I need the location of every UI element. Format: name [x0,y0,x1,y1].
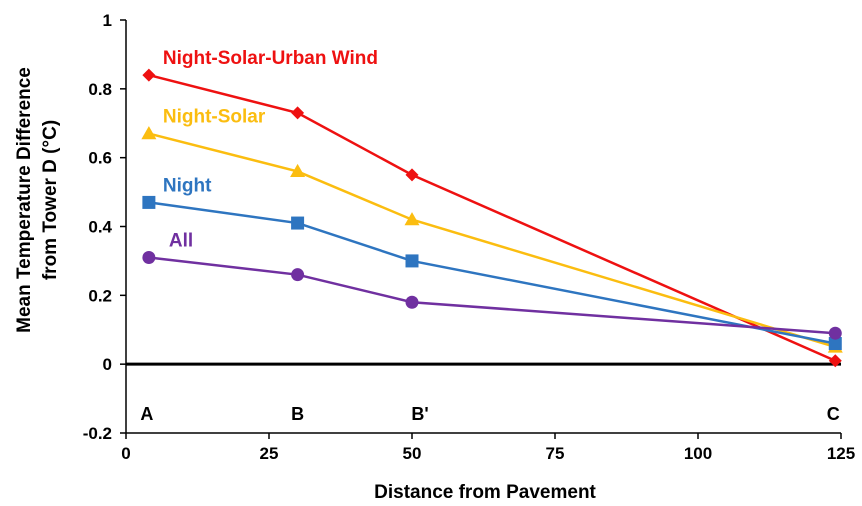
data-point [291,268,305,282]
data-point [828,326,842,340]
y-tick-label: 0.2 [88,286,112,305]
data-point [405,254,419,268]
data-point [142,68,156,82]
y-tick-label: 0.4 [88,218,112,237]
series-label: Night-Solar-Urban Wind [163,48,378,69]
y-tick-label: 1 [103,11,112,30]
data-point [141,126,157,140]
x-tick-label: 25 [260,444,279,463]
data-point [828,354,842,368]
point-label: B [291,404,304,424]
x-axis-title: Distance from Pavement [374,482,596,503]
data-point [291,106,305,120]
y-axis-title-line-2: from Tower D (°C) [40,120,61,280]
series-line [148,132,836,349]
point-label: B' [411,404,428,424]
x-tick-label: 100 [684,444,712,463]
data-point [290,163,306,178]
series-labels: Night-Solar-Urban Wind Night-Solar Night Al… [163,48,378,251]
x-tick-label: 75 [546,444,565,463]
y-tick-label: 0 [103,355,112,374]
data-point [405,295,419,309]
y-axis-title-line-1: Mean Temperature Difference [14,67,35,333]
series-night-solar-urban-wind [142,68,842,368]
series-line [148,256,836,335]
x-tick-label: 125 [827,444,855,463]
point-label: C [827,404,840,424]
series-all [142,250,842,340]
data-point [142,250,156,264]
data-point [291,216,305,230]
data-point [404,212,420,226]
y-tick-label: 0.6 [88,149,112,168]
series-line [148,73,836,362]
tick-labels: -0.2 0 0.2 0.4 0.6 0.8 1 0 25 50 75 100 125 [83,11,855,463]
data-point [828,337,842,351]
series-label: Night-Solar [163,107,266,128]
point-labels: A B B' C [140,404,839,424]
x-tick-label: 0 [121,444,130,463]
y-tick-label: -0.2 [83,424,112,443]
data-point [405,168,419,182]
y-tick-label: 0.8 [88,80,112,99]
x-tick-label: 50 [403,444,422,463]
axes [120,19,842,439]
data-point [142,195,156,209]
series-label: Night [163,175,212,196]
series-night-solar [141,126,843,353]
series-night [142,195,842,351]
series-line [148,201,836,345]
series-group [141,68,843,368]
series-label: All [169,230,193,251]
point-label: A [140,404,153,424]
